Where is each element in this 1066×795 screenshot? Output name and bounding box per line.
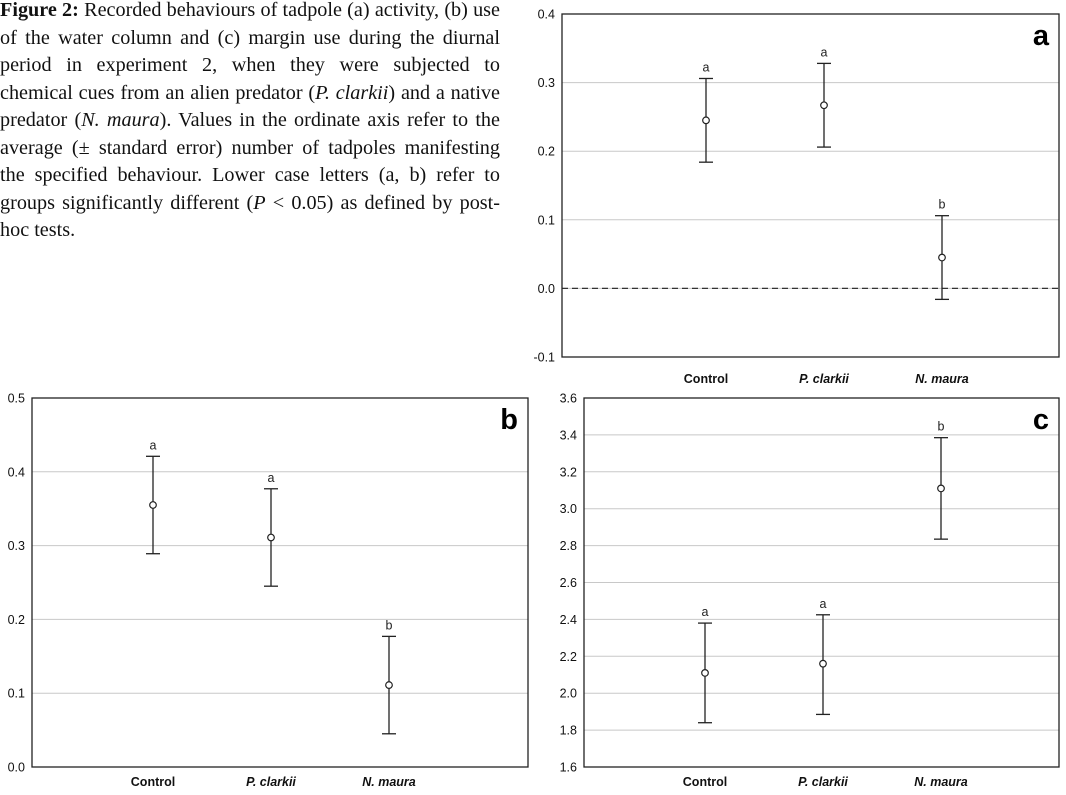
x-category-label: N. maura [362, 775, 416, 789]
x-category-label: Control [683, 775, 727, 789]
panel-letter: c [1033, 404, 1049, 436]
y-tick-label: 2.0 [560, 687, 577, 701]
plot-frame [561, 13, 1060, 358]
mean-point [267, 533, 275, 542]
y-tick-label: 2.2 [560, 650, 577, 664]
caption-text: Recorded behaviours of tadpole (a) activ… [0, 0, 501, 104]
x-category-label: N. maura [915, 372, 969, 386]
plot-frame [583, 397, 1060, 768]
panel-letter: b [500, 404, 518, 436]
y-tick-label: 3.0 [560, 502, 577, 516]
caption-label: Figure 2: [0, 0, 79, 21]
chart-panel-b: 0.5 0.4 0.3 0.2 0.1 0.0 b Control P. clarkii N. m… [8, 392, 529, 789]
y-tick-label: -0.1 [533, 351, 555, 365]
mean-point [149, 501, 157, 509]
group-letter: b [386, 618, 393, 632]
y-tick-label: 1.6 [560, 761, 577, 775]
group-letter: a [821, 45, 828, 59]
mean-point [937, 484, 945, 493]
caption-species-native: N. maura [81, 109, 160, 131]
chart-panel-c: 3.6 3.4 3.2 3.0 2.8 2.6 2.4 2.2 2.0 1.8 1.6 c Contro… [560, 392, 1060, 789]
y-tick-label: 2.6 [560, 576, 577, 590]
mean-point [819, 659, 827, 668]
figure-caption: Figure 2: Recorded behaviours of tadpole… [0, 0, 500, 245]
y-tick-label: 0.5 [8, 392, 25, 406]
y-tick-label: 0.3 [8, 539, 25, 553]
x-category-label: Control [131, 775, 175, 789]
mean-point [701, 669, 709, 677]
caption-species-alien: P. clarkii [315, 81, 389, 104]
x-category-label: Control [684, 372, 728, 386]
mean-point [938, 253, 946, 262]
y-tick-label: 2.4 [560, 613, 577, 627]
y-tick-label: 0.4 [538, 8, 555, 22]
y-tick-label: 0.4 [8, 465, 25, 479]
group-letter: a [703, 60, 710, 74]
caption-text: ). Values in the ordinate axis refer to … [0, 109, 500, 214]
x-category-label: P. clarkii [798, 775, 848, 789]
y-tick-label: 0.2 [8, 613, 25, 627]
y-tick-label: 0.3 [538, 76, 555, 90]
mean-point [702, 116, 710, 125]
y-tick-label: 0.2 [538, 145, 555, 159]
y-tick-label: 3.4 [560, 428, 577, 442]
caption-p-symbol: P [253, 191, 266, 214]
caption-text: ) and a native predator ( [0, 81, 500, 132]
y-tick-label: 2.8 [560, 539, 577, 553]
mean-point [820, 101, 828, 110]
caption-text: < 0.05) as defined by post-hoc tests. [0, 191, 500, 242]
group-letter: a [820, 597, 827, 611]
y-tick-label: 1.8 [560, 724, 577, 738]
chart-panel-a: 0.4 0.3 0.2 0.1 0.0 -0.1 a Control P. clarkii N. … [533, 8, 1060, 386]
plot-frame [31, 397, 529, 768]
y-tick-label: 0.0 [538, 282, 555, 296]
y-tick-label: 3.2 [560, 465, 577, 479]
x-category-label: P. clarkii [799, 372, 849, 386]
y-tick-label: 3.6 [560, 392, 577, 406]
panel-letter: a [1033, 20, 1050, 52]
x-category-label: N. maura [914, 775, 968, 789]
mean-point [385, 681, 393, 689]
y-tick-label: 0.1 [8, 687, 25, 701]
group-letter: a [150, 438, 157, 452]
y-tick-label: 0.0 [8, 761, 25, 775]
group-letter: a [702, 605, 709, 619]
group-letter: b [938, 420, 945, 434]
y-tick-label: 0.1 [538, 213, 555, 227]
group-letter: b [939, 198, 946, 212]
group-letter: a [268, 471, 275, 485]
x-category-label: P. clarkii [246, 775, 296, 789]
